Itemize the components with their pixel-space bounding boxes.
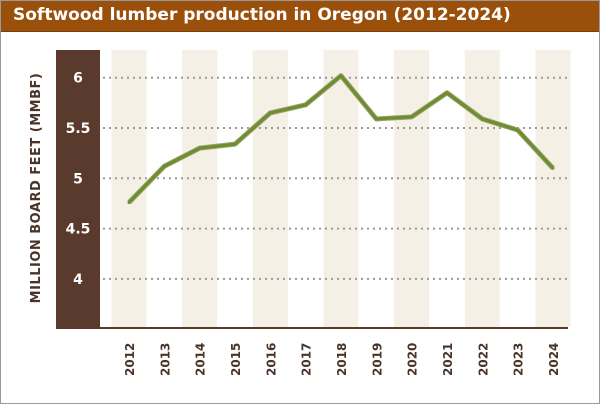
- x-tick-label: 2013: [158, 343, 172, 376]
- year-band: [182, 50, 218, 327]
- y-axis-label: MILLION BOARD FEET (MMBF): [29, 73, 44, 304]
- data-point: [198, 146, 202, 150]
- data-point: [268, 111, 272, 115]
- x-tick-label: 2015: [229, 343, 243, 376]
- data-point: [162, 164, 166, 168]
- data-point: [127, 200, 131, 204]
- chart-title: Softwood lumber production in Oregon (20…: [13, 5, 511, 25]
- x-tick-label: 2023: [512, 343, 526, 376]
- x-tick-label: 2024: [547, 343, 561, 376]
- data-point: [339, 74, 343, 78]
- data-point: [445, 91, 449, 95]
- data-point: [233, 142, 237, 146]
- data-point: [516, 128, 520, 132]
- y-axis-panel: [56, 50, 100, 328]
- data-point: [410, 115, 414, 119]
- x-tick-label: 2012: [123, 343, 137, 376]
- x-tick-label: 2020: [406, 343, 420, 376]
- year-band: [464, 50, 500, 327]
- year-band: [535, 50, 571, 327]
- x-tick-label: 2016: [264, 343, 278, 376]
- x-tick-label: 2017: [300, 343, 314, 376]
- data-point: [304, 103, 308, 107]
- data-point: [480, 117, 484, 121]
- x-tick-label: 2018: [335, 343, 349, 376]
- y-tick-label: 5.5: [66, 121, 91, 137]
- x-tick-label: 2021: [441, 343, 455, 376]
- year-band: [394, 50, 430, 327]
- data-point: [374, 117, 378, 121]
- y-tick-label: 5: [73, 171, 83, 187]
- year-band: [323, 50, 359, 327]
- y-tick-label: 6: [73, 71, 83, 87]
- x-tick-label: 2022: [476, 343, 490, 376]
- data-point: [551, 166, 555, 170]
- x-tick-label: 2014: [194, 343, 208, 376]
- y-tick-label: 4: [73, 272, 83, 288]
- title-bar: Softwood lumber production in Oregon (20…: [1, 1, 599, 32]
- x-tick-label: 2019: [370, 343, 384, 376]
- year-band: [252, 50, 288, 327]
- y-tick-label: 4.5: [66, 222, 91, 238]
